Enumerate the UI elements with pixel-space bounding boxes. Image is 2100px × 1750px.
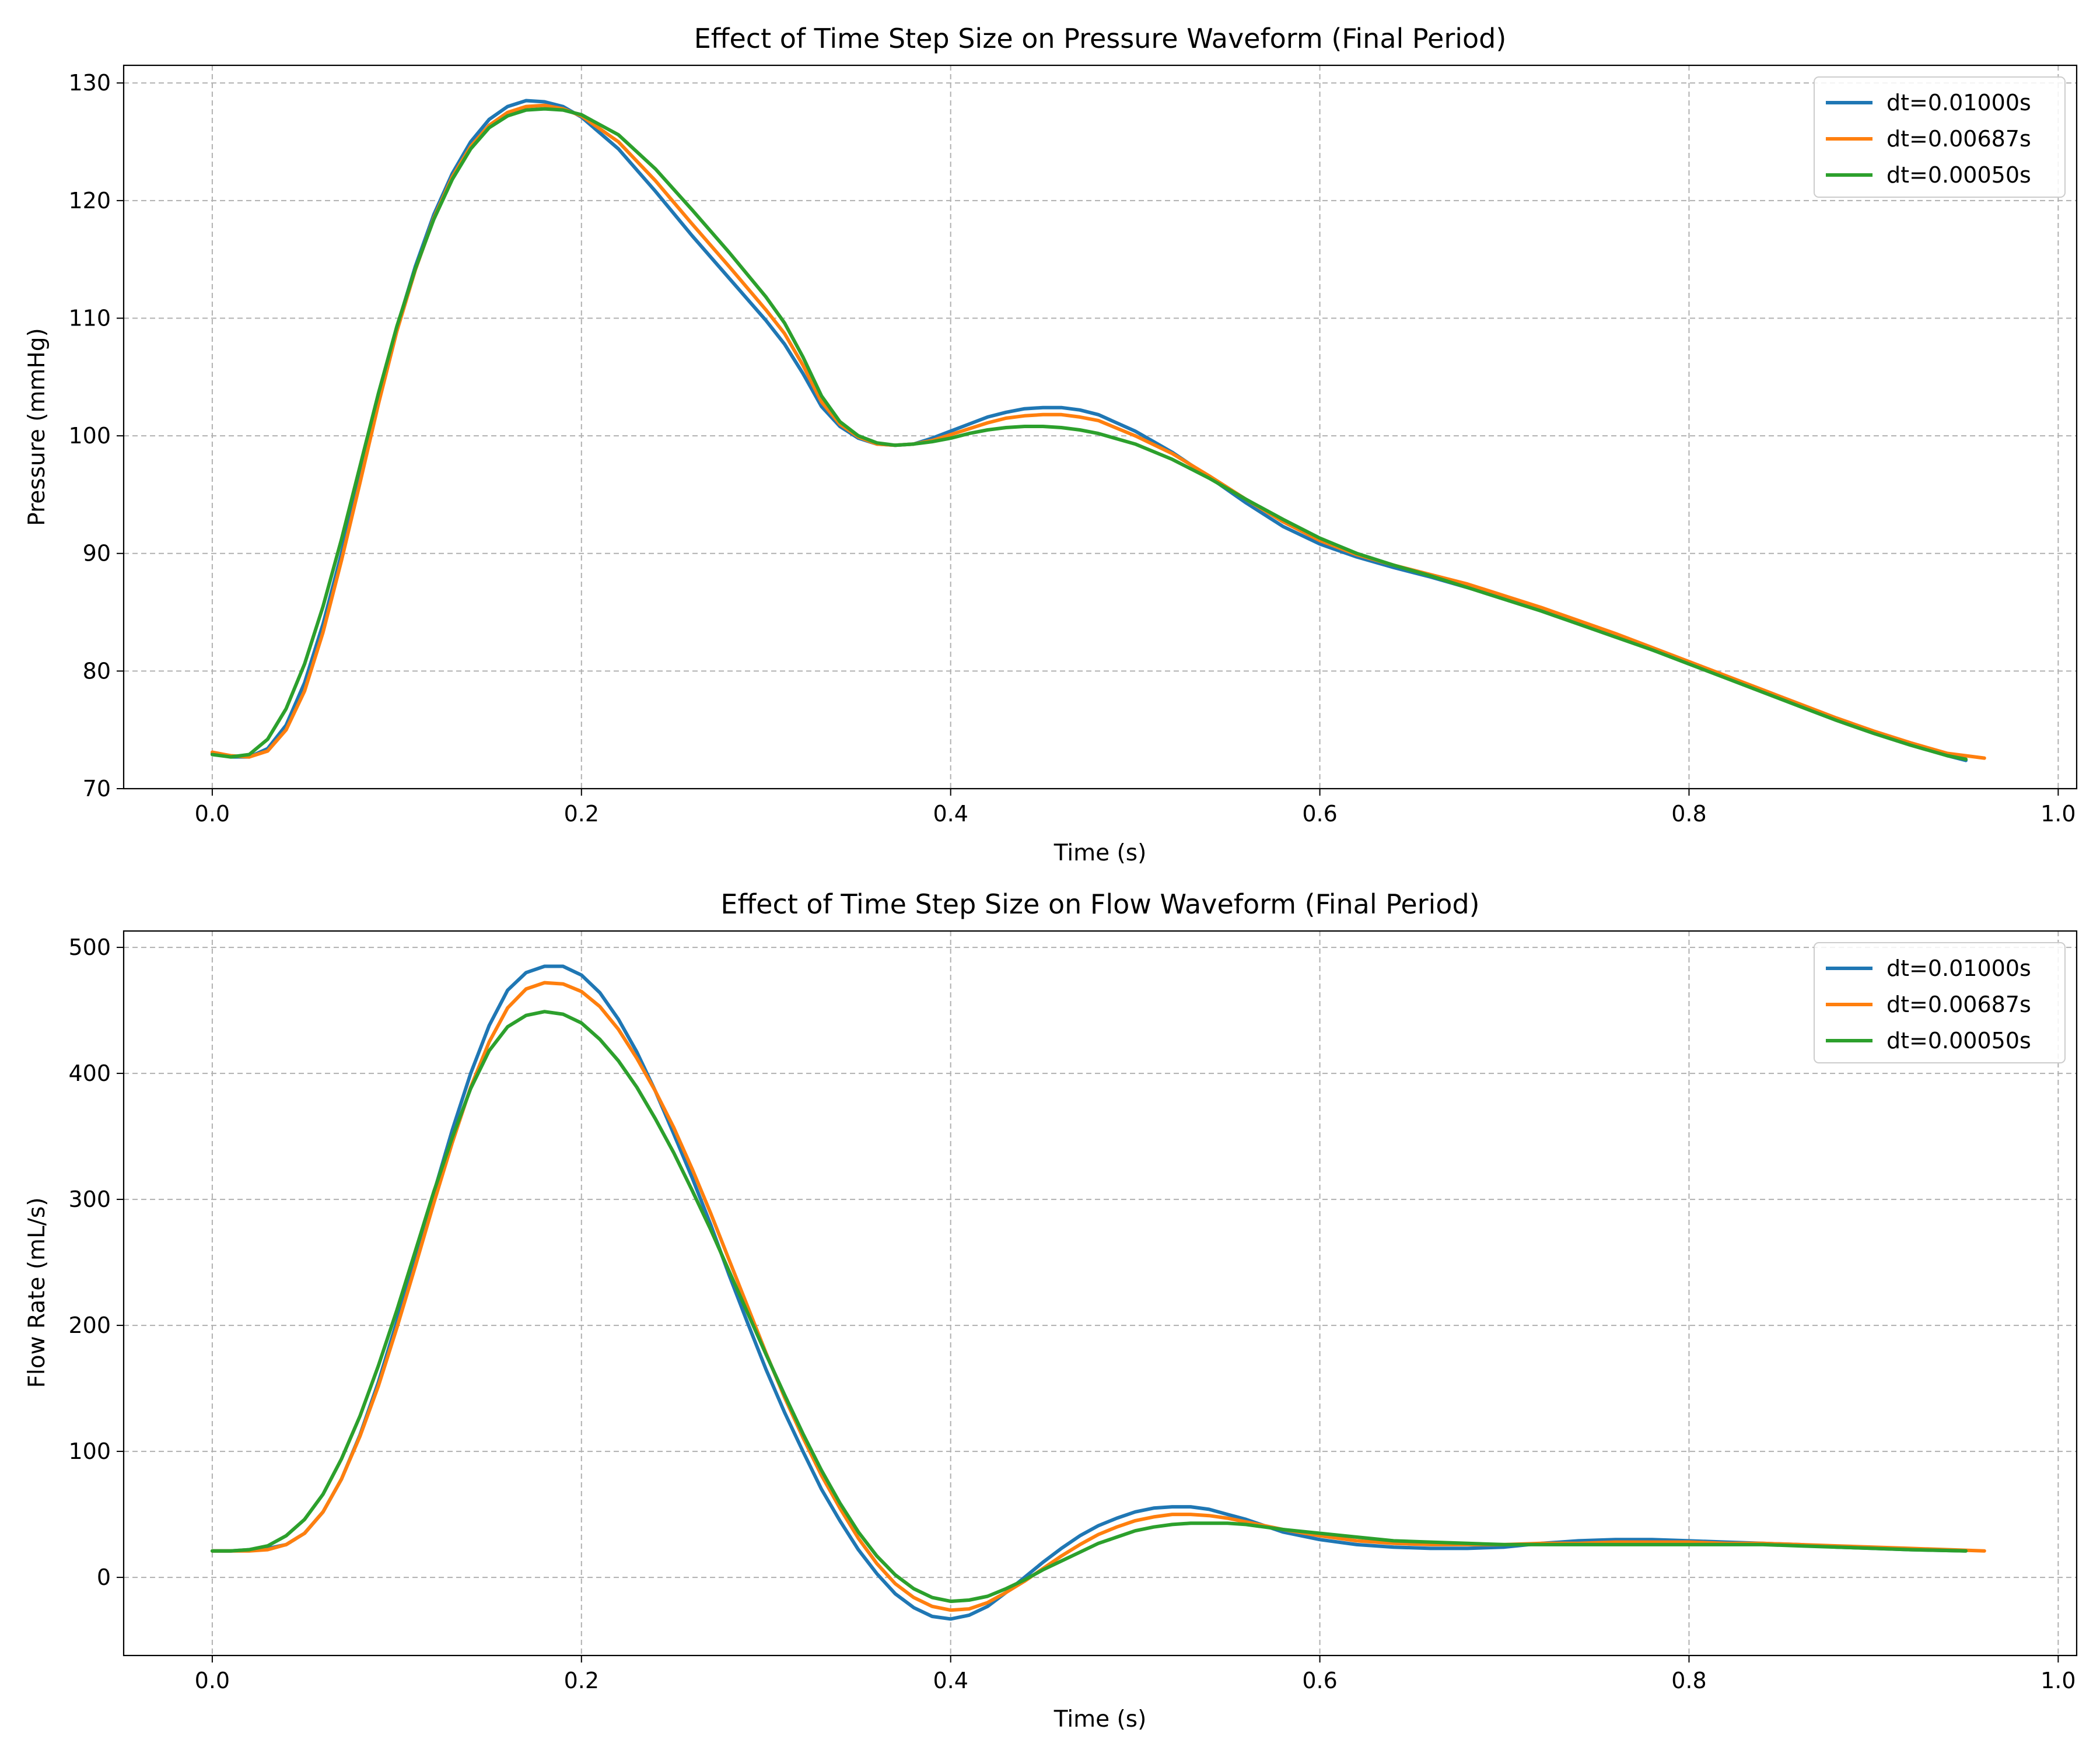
flow-x-tick-label: 0.4 <box>933 1668 968 1693</box>
pressure-legend-label-1: dt=0.01000s <box>1887 90 2031 116</box>
pressure-chart-title: Effect of Time Step Size on Pressure Wav… <box>694 23 1507 54</box>
pressure-legend-label-3: dt=0.00050s <box>1887 162 2031 188</box>
pressure-axes-frame <box>123 64 2078 790</box>
flow-y-tick-label: 200 <box>68 1312 111 1338</box>
flow-legend: dt=0.01000s dt=0.00687s dt=0.00050s <box>1814 942 2066 1063</box>
pressure-panel: Effect of Time Step Size on Pressure Wav… <box>24 23 2078 866</box>
pressure-x-tick-label: 0.4 <box>933 801 968 827</box>
pressure-y-tick-label: 100 <box>68 423 111 449</box>
pressure-y-tick-label: 130 <box>68 70 111 96</box>
flow-y-tick-label: 100 <box>68 1438 111 1464</box>
pressure-x-tick-label: 0.8 <box>1671 801 1706 827</box>
flow-x-tick-label: 0.6 <box>1302 1668 1337 1693</box>
pressure-x-tick-label: 0.2 <box>564 801 599 827</box>
flow-y-axis-label: Flow Rate (mL/s) <box>24 1198 50 1388</box>
flow-legend-label-1: dt=0.01000s <box>1887 956 2031 981</box>
pressure-series-line-3 <box>210 107 1968 761</box>
flow-legend-box <box>1814 942 2066 1063</box>
pressure-y-tick-label: 120 <box>68 188 111 214</box>
flow-y-tick-label: 400 <box>68 1060 111 1086</box>
pressure-legend: dt=0.01000s dt=0.00687s dt=0.00050s <box>1814 76 2066 198</box>
flow-x-tick-label: 0.2 <box>564 1668 599 1693</box>
flow-chart-title: Effect of Time Step Size on Flow Wavefor… <box>720 888 1479 920</box>
flow-x-tick-label: 0.8 <box>1671 1668 1706 1693</box>
flow-legend-label-3: dt=0.00050s <box>1887 1028 2031 1054</box>
flow-y-tick-label: 500 <box>68 935 111 960</box>
pressure-y-tick-label: 110 <box>68 305 111 331</box>
pressure-y-tick-label: 80 <box>83 658 111 684</box>
pressure-legend-label-2: dt=0.00687s <box>1887 126 2031 152</box>
pressure-x-tick-label: 0.0 <box>195 801 230 827</box>
flow-plot-area: 0.0 0.2 0.4 0.6 0.8 1.0 0 100 200 300 400 500 dt=0.0… <box>68 930 2078 1693</box>
pressure-plot-area: 0.0 0.2 0.4 0.6 0.8 1.0 70 80 90 100 110 120 130 dt=0… <box>68 64 2078 827</box>
flow-x-axis-label: Time (s) <box>1054 1706 1147 1732</box>
flow-series-line-1 <box>210 964 1968 1621</box>
flow-panel: Effect of Time Step Size on Flow Wavefor… <box>24 888 2078 1732</box>
pressure-x-tick-label: 1.0 <box>2041 801 2076 827</box>
flow-axes-frame <box>123 930 2078 1657</box>
pressure-y-tick-label: 70 <box>83 776 111 802</box>
pressure-y-tick-label: 90 <box>83 541 111 566</box>
flow-y-tick-label: 0 <box>97 1564 111 1590</box>
flow-y-tick-label: 300 <box>68 1186 111 1212</box>
pressure-legend-box <box>1814 76 2066 198</box>
pressure-y-axis-label: Pressure (mmHg) <box>24 328 50 526</box>
flow-legend-label-2: dt=0.00687s <box>1887 992 2031 1017</box>
flow-x-tick-label: 1.0 <box>2041 1668 2076 1693</box>
flow-series-line-3 <box>210 1010 1968 1604</box>
pressure-x-tick-label: 0.6 <box>1302 801 1337 827</box>
pressure-x-axis-label: Time (s) <box>1054 840 1147 866</box>
flow-x-tick-label: 0.0 <box>195 1668 230 1693</box>
